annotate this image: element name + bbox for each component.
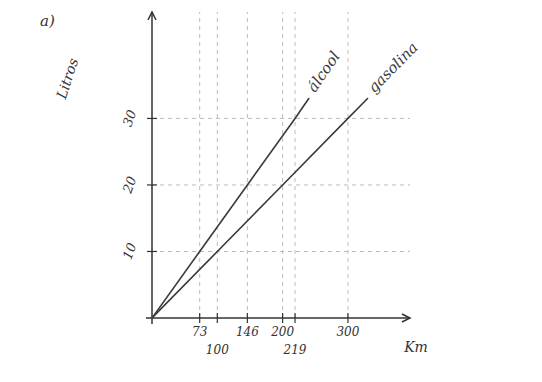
x-tick <box>347 313 348 323</box>
series-label: álcool <box>303 48 343 95</box>
y-axis-label: Litros <box>53 56 81 102</box>
grid-line <box>295 12 296 318</box>
grid-line <box>152 251 410 252</box>
x-axis-label: Km <box>403 339 428 355</box>
series-line <box>152 98 368 318</box>
x-arrow <box>402 314 410 322</box>
grid-line <box>217 12 218 318</box>
x-tick <box>247 313 248 323</box>
title: a) <box>40 12 55 30</box>
x-tick-label: 100 <box>206 343 229 357</box>
series-label: gasolina <box>364 38 421 96</box>
chart-svg: a) 10 20 30 73 100 146 200 219 300 Litros Km álcoolg… <box>0 0 542 382</box>
x-tick <box>199 313 200 323</box>
grid-line <box>152 118 410 119</box>
grid-line <box>152 184 410 185</box>
grid-line <box>199 12 200 318</box>
x-tick-label: 146 <box>236 325 259 339</box>
y-tick <box>147 118 157 119</box>
x-axis <box>146 317 410 319</box>
x-tick <box>217 313 218 323</box>
x-tick-label: 219 <box>283 343 307 357</box>
y-tick-label: 20 <box>119 174 139 196</box>
y-tick-label: 10 <box>120 241 140 262</box>
x-tick <box>282 313 283 323</box>
y-tick <box>147 184 157 185</box>
y-tick-label: 30 <box>120 108 140 129</box>
y-arrow <box>148 12 156 20</box>
y-tick <box>147 251 157 252</box>
grid-line <box>347 12 348 318</box>
chart-container: a) 10 20 30 73 100 146 200 219 300 Litros Km álcoolg… <box>0 0 542 382</box>
x-tick-label: 73 <box>192 325 208 339</box>
x-tick-label: 200 <box>270 325 294 339</box>
plot-area <box>152 98 368 318</box>
x-tick-label: 300 <box>336 325 359 339</box>
grid-line <box>282 12 283 318</box>
x-tick <box>294 313 295 323</box>
series-line <box>152 98 309 318</box>
y-axis <box>151 12 153 324</box>
grid-line <box>247 12 248 318</box>
